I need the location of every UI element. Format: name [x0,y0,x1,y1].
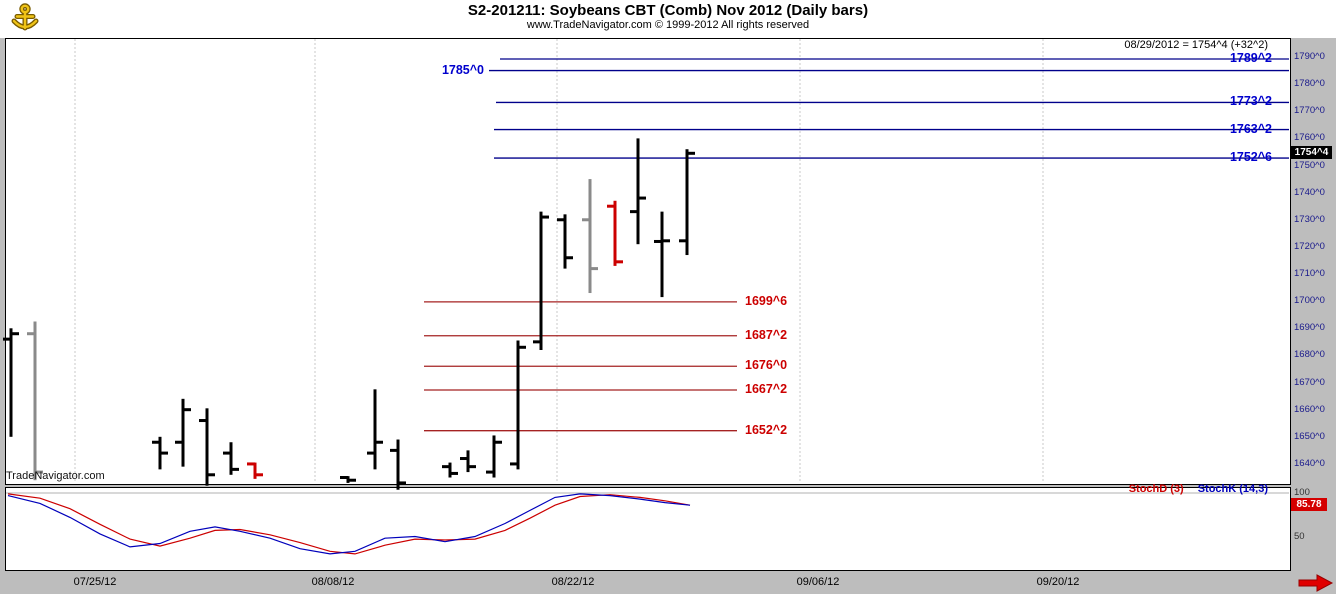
price-axis-tick: 1650^0 [1294,430,1325,442]
chart-header: S2-201211: Soybeans CBT (Comb) Nov 2012 … [0,0,1336,38]
price-axis-tick: 1750^0 [1294,159,1325,171]
date-axis-label: 07/25/12 [73,576,117,588]
resistance-level-label: 1789^2 [1229,51,1272,66]
date-axis-label: 09/06/12 [796,576,840,588]
stoch-legend: StochD (3) StochK (14,3) [1129,483,1268,495]
copyright-subtitle: www.TradeNavigator.com © 1999-2012 All r… [526,19,810,31]
date-axis-label: 09/20/12 [1036,576,1080,588]
support-level-label: 1687^2 [745,327,788,342]
chart-title: S2-201211: Soybeans CBT (Comb) Nov 2012 … [467,2,869,19]
price-chart-panel[interactable] [5,38,1291,485]
stoch-value-badge: 85.78 [1291,498,1327,512]
last-bar-annotation: 08/29/2012 = 1754^4 (+32^2) [1124,39,1268,51]
stoch-axis-tick: 100 [1294,487,1310,498]
price-axis-tick: 1740^0 [1294,186,1325,198]
price-axis-tick: 1780^0 [1294,78,1325,90]
price-axis-tick: 1720^0 [1294,240,1325,252]
price-axis-tick: 1640^0 [1294,457,1325,469]
price-axis-tick: 1790^0 [1294,50,1325,62]
stoch-axis-tick: 50 [1294,530,1305,542]
last-price-badge: 1754^4 [1291,146,1332,160]
date-axis-label: 08/22/12 [551,576,595,588]
price-axis-tick: 1670^0 [1294,376,1325,388]
scroll-right-arrow-icon[interactable] [1298,573,1334,593]
resistance-level-label: 1752^6 [1229,150,1272,165]
date-axis-label: 08/08/12 [311,576,355,588]
watermark-text: TradeNavigator.com [6,470,105,482]
price-axis-tick: 1700^0 [1294,295,1325,307]
resistance-level-label: 1773^2 [1229,94,1272,109]
price-axis-tick: 1660^0 [1294,403,1325,415]
price-axis-tick: 1710^0 [1294,268,1325,280]
anchor-icon[interactable] [8,1,42,36]
support-level-label: 1699^6 [745,293,788,308]
price-axis-tick: 1680^0 [1294,349,1325,361]
stochd-label[interactable]: StochD (3) [1128,483,1184,495]
price-axis-tick: 1690^0 [1294,322,1325,334]
support-level-label: 1667^2 [745,382,788,396]
support-level-label: 1652^2 [745,422,788,437]
price-axis-tick: 1730^0 [1294,213,1325,225]
price-axis-tick: 1770^0 [1294,105,1325,117]
price-axis-tick: 1760^0 [1294,132,1325,144]
stochk-label[interactable]: StochK (14,3) [1197,483,1268,495]
stochastic-panel[interactable] [5,487,1291,571]
support-level-label: 1676^0 [745,358,788,373]
resistance-level-label: 1763^2 [1229,121,1272,136]
resistance-level-label: 1785^0 [441,62,484,77]
